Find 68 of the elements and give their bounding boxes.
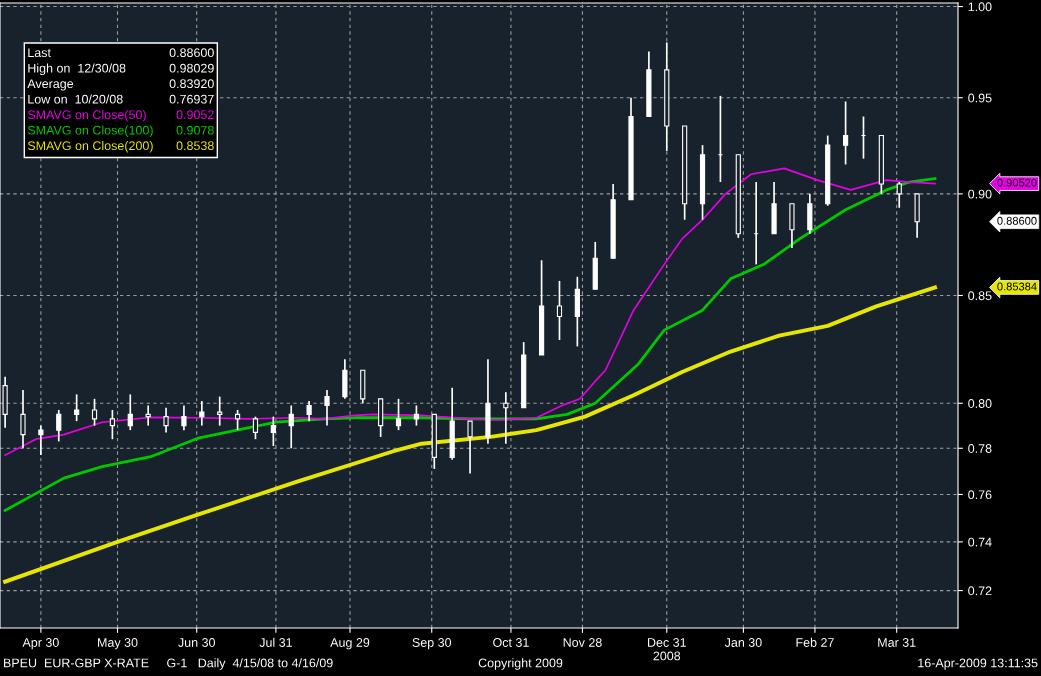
x-tick-label: Nov 28 xyxy=(563,638,602,647)
candlestick xyxy=(896,181,902,209)
x-tick-label: Jul 31 xyxy=(259,637,292,647)
text: 0.88600 xyxy=(997,216,1037,225)
y-tick-label: 0.90 xyxy=(968,189,992,199)
candlestick xyxy=(127,393,133,431)
text: 0.90520 xyxy=(997,178,1037,187)
candlestick xyxy=(395,397,402,431)
candlestick xyxy=(199,400,205,427)
x-tick-label: Apr 30 xyxy=(22,638,59,650)
x-tick-label: Sep 30 xyxy=(412,638,452,650)
candlestick xyxy=(20,389,26,450)
y-tick-label: 0.74 xyxy=(968,537,992,547)
x-tick-label: Jan 30 xyxy=(724,638,762,647)
x-tick-label: Aug 29 xyxy=(330,638,370,650)
text: SMAVG on Close(50) xyxy=(27,109,146,122)
candlestick xyxy=(270,415,276,447)
candlestick xyxy=(38,424,44,456)
candlestick xyxy=(556,280,563,341)
y-tick-label: 1.00 xyxy=(968,2,992,12)
line-series xyxy=(4,167,936,456)
text: 0.85384 xyxy=(997,282,1037,291)
x-tick-label: May 30 xyxy=(98,638,138,650)
y-tick-label: 0.85 xyxy=(968,291,992,301)
x-tick-label: Dec 31 2008 xyxy=(647,638,686,661)
annotation: 0.9078 xyxy=(176,125,214,135)
text: 16-Apr-2009 13:11:35 xyxy=(918,658,1038,670)
annotation: Low on 10/20/08 xyxy=(28,94,123,104)
annotation: 0.98029 xyxy=(169,63,214,73)
annotation: 0.88600 xyxy=(169,48,214,58)
candlestick xyxy=(252,415,259,441)
annotation: 0.76937 xyxy=(169,94,214,104)
candlestick xyxy=(145,404,151,427)
y-tick-label: 0.78 xyxy=(968,444,992,453)
x-tick-label: Feb 27 xyxy=(796,637,834,647)
annotation: 0.83920 xyxy=(169,79,214,89)
candlestick xyxy=(306,400,312,422)
annotation: Last xyxy=(28,48,51,58)
x-tick-label: Mar 31 xyxy=(878,638,916,647)
candlestick xyxy=(74,393,80,422)
x-tick-label: Jun 30 xyxy=(178,638,215,647)
y-tick-label: 0.80 xyxy=(968,399,992,408)
y-tick-label: 0.72 xyxy=(968,586,992,596)
candlestick xyxy=(413,404,420,427)
annotation: 0.8538 xyxy=(176,141,214,151)
candlestick xyxy=(467,420,473,475)
text: SMAVG on Close(200) xyxy=(27,140,153,153)
candlestick xyxy=(234,409,241,431)
text: Copyright 2009 xyxy=(478,658,563,670)
candlestick xyxy=(163,406,169,434)
annotation: High on 12/30/08 xyxy=(28,63,126,76)
candlestick xyxy=(56,409,62,443)
text: SMAVG on Close(100) xyxy=(27,125,153,138)
candlestick xyxy=(91,397,98,427)
candlestick xyxy=(109,409,116,441)
annotation: 0.9052 xyxy=(176,110,214,120)
y-tick-label: 0.95 xyxy=(968,93,992,103)
candlestick xyxy=(324,389,330,427)
text: BPEU EUR-GBP X-RATE G-1 Daily 4/15/08 to 4/16/09 xyxy=(4,658,333,670)
candlestick xyxy=(503,391,509,445)
x-tick-label: Oct 31 xyxy=(493,638,529,647)
y-tick-label: 0.76 xyxy=(968,490,992,500)
annotation: Average xyxy=(27,79,74,91)
candlestick xyxy=(842,100,849,166)
candlestick xyxy=(217,395,223,427)
candlestick xyxy=(181,404,187,431)
candlestick xyxy=(288,404,294,450)
line-series xyxy=(3,285,937,584)
